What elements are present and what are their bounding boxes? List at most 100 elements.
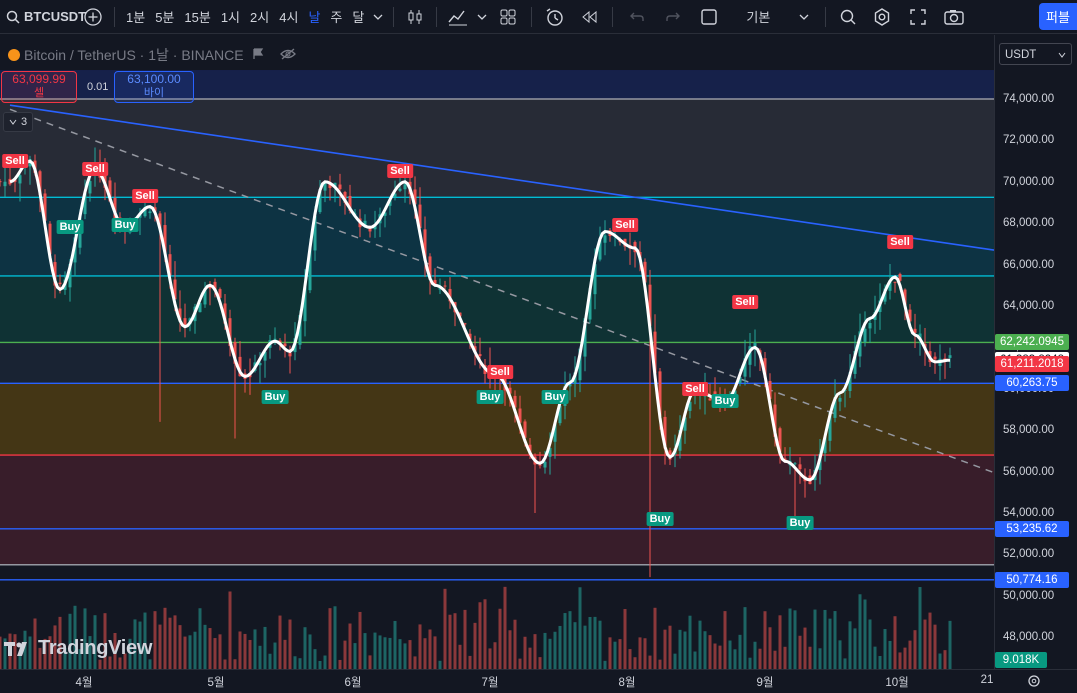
indicators-dropdown-button[interactable]: [473, 0, 491, 34]
candle-body: [258, 363, 262, 366]
volume-bar: [713, 643, 717, 669]
candle-body: [108, 180, 112, 202]
volume-bar: [548, 638, 552, 669]
layouts-button[interactable]: [491, 0, 525, 34]
volume-bar: [3, 638, 7, 669]
sell-signal-label: Sell: [612, 218, 638, 233]
volume-bar: [253, 629, 257, 669]
candle-body: [283, 343, 287, 347]
candle-style-button[interactable]: [400, 0, 430, 34]
price-tick: 74,000.00: [1003, 93, 1055, 105]
candle-body: [403, 184, 407, 190]
volume-bar: [198, 608, 202, 669]
volume-bar: [823, 609, 827, 669]
volume-bar: [0, 636, 2, 669]
buy-button[interactable]: 63,100.00 바이: [114, 71, 194, 103]
candle-body: [273, 338, 277, 340]
volume-bar: [328, 608, 332, 669]
price-axis[interactable]: USDT 74,000.00 72,000.00 70,000.00 68,000.0…: [994, 35, 1077, 669]
volume-bar: [363, 633, 367, 669]
trendline-resistance[interactable]: [9, 104, 994, 251]
volume-bar: [428, 629, 432, 669]
candle-body: [308, 247, 312, 291]
interval-1[interactable]: 5분: [155, 10, 175, 25]
undo-button[interactable]: [619, 0, 655, 34]
volume-bar: [868, 619, 872, 669]
candle-body: [68, 264, 72, 288]
price-marker-label: 50,774.16: [995, 571, 1069, 588]
buy-signal-label: Buy: [541, 390, 569, 405]
redo-button[interactable]: [655, 0, 691, 34]
candle-body: [908, 309, 912, 322]
volume-bar: [803, 627, 807, 669]
sell-label: 셀: [33, 87, 45, 99]
price-chart[interactable]: [0, 35, 994, 669]
candle-body: [558, 405, 562, 424]
symbol-search-button[interactable]: BTCUSDT: [0, 0, 86, 34]
interval-7[interactable]: 주: [330, 10, 343, 25]
interval-0[interactable]: 1분: [126, 10, 146, 25]
indicators-collapse-toggle[interactable]: 3: [3, 112, 34, 132]
volume-bar: [403, 643, 407, 669]
interval-6[interactable]: 날: [308, 10, 321, 25]
sell-signal-label: Sell: [682, 381, 708, 396]
layout-dropdown-button[interactable]: [789, 0, 819, 34]
interval-2[interactable]: 15분: [184, 10, 211, 25]
tradingview-logo[interactable]: TradingView: [4, 637, 152, 660]
alert-button[interactable]: [538, 0, 572, 34]
spread-value: 0.01: [87, 81, 109, 93]
sell-button[interactable]: 63,099.99 셀: [1, 71, 77, 103]
volume-bar: [238, 631, 242, 669]
volume-bar: [123, 653, 127, 669]
price-tick: 48,000.00: [1003, 631, 1055, 644]
snapshot-button[interactable]: [936, 0, 972, 34]
settings-button[interactable]: [864, 0, 900, 34]
candle-body: [838, 397, 842, 402]
eye-hidden-icon[interactable]: [279, 47, 296, 63]
currency-select[interactable]: USDT: [999, 43, 1072, 65]
replay-button[interactable]: [572, 0, 606, 34]
interval-5[interactable]: 4시: [279, 10, 299, 25]
candle-body: [518, 408, 522, 423]
time-axis[interactable]: 4월 5월 6월 7월 8월 9월 10월 21: [0, 669, 1077, 691]
layout-name-button[interactable]: 기본: [727, 0, 789, 34]
candle-body: [448, 288, 452, 302]
chevron-down-icon: [373, 13, 383, 21]
compare-add-button[interactable]: [78, 0, 108, 34]
indicators-button[interactable]: [443, 0, 473, 34]
volume-bar: [268, 653, 272, 669]
sell-signal-label: Sell: [132, 189, 158, 204]
interval-group: 1분 5분 15분 1시 2시 4시 날 주 달: [121, 7, 369, 26]
publish-button[interactable]: 퍼블: [1039, 3, 1077, 30]
search-icon: [6, 10, 20, 24]
volume-bar: [883, 629, 887, 669]
candle-body: [183, 318, 187, 328]
interval-3[interactable]: 1시: [220, 10, 241, 25]
legend-symbol-text[interactable]: Bitcoin / TetherUS · 1날 · BINANCE: [24, 47, 244, 63]
settings-gear-icon[interactable]: [1027, 674, 1041, 693]
interval-8[interactable]: 달: [352, 10, 365, 25]
volume-bar: [48, 636, 52, 669]
volume-bar: [518, 658, 522, 669]
candle-body: [393, 193, 397, 197]
volume-bar: [283, 639, 287, 669]
quick-search-button[interactable]: [832, 0, 864, 34]
volume-bar: [743, 607, 747, 669]
volume-bar: [218, 634, 222, 669]
fullscreen-rect-button[interactable]: [691, 0, 727, 34]
chart-pane[interactable]: [0, 35, 994, 669]
volume-bar: [203, 624, 207, 669]
interval-dropdown-button[interactable]: [369, 0, 387, 34]
smoothed-price-line[interactable]: [9, 159, 951, 482]
interval-4[interactable]: 2시: [250, 10, 270, 25]
candle-body: [793, 463, 797, 465]
volume-bar: [698, 620, 702, 669]
sell-price: 63,099.99: [12, 72, 66, 86]
volume-bar: [863, 599, 867, 669]
candle-body: [198, 303, 202, 313]
candle-body: [643, 261, 647, 283]
fullscreen-button[interactable]: [900, 0, 936, 34]
layout-name-label: 기본: [746, 10, 771, 25]
volume-bar: [413, 656, 417, 669]
flag-icon[interactable]: [252, 47, 264, 63]
